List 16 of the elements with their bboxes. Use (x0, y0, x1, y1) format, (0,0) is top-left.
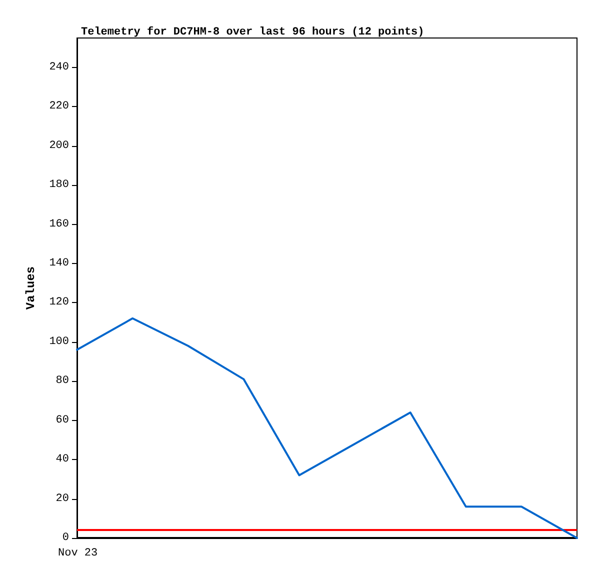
text: Nov 23 (58, 548, 98, 560)
y-tick-label: 140 (49, 257, 69, 270)
y-tick-label: 200 (49, 140, 69, 152)
chart-title: Telemetry for DC7HM-8 over last 96 hours (12 points) (81, 26, 424, 38)
y-tick-label: 180 (49, 179, 69, 192)
y-tick-label: 60 (56, 414, 69, 426)
y-tick-label: 220 (49, 100, 69, 113)
y-axis-title: Values (24, 266, 38, 310)
y-tick-label: 80 (56, 375, 69, 388)
y-tick-label: 100 (49, 336, 69, 348)
y-tick-label: 120 (49, 296, 69, 309)
y-tick-label: 40 (56, 454, 69, 466)
y-tick-label: 0 (62, 532, 69, 544)
y-tick-label: 240 (49, 61, 69, 74)
y-tick-label: 160 (49, 218, 69, 230)
y-tick-label: 20 (56, 492, 69, 505)
